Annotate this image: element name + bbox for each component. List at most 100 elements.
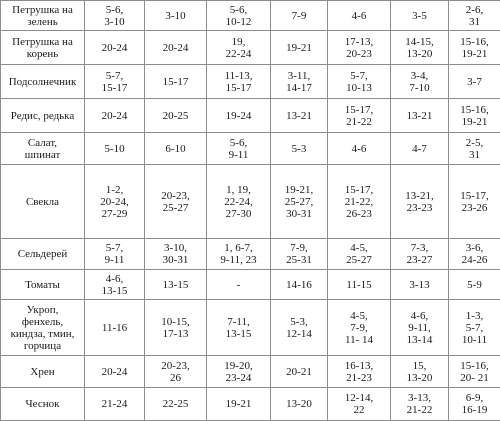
date-range-cell: 15-16, 19-21 — [449, 31, 500, 65]
date-range-cell: 7-9 — [271, 1, 328, 31]
date-range-cell: 15-17, 21-22, 26-23 — [328, 165, 391, 239]
date-range-cell: 20-25 — [145, 99, 207, 133]
date-range-cell: 20-24 — [85, 99, 145, 133]
date-range-cell: 1, 6-7, 9-11, 23 — [207, 239, 271, 270]
date-range-cell: 14-15, 13-20 — [391, 31, 449, 65]
date-range-cell: 20-24 — [85, 356, 145, 388]
date-range-cell: 4-6, 13-15 — [85, 270, 145, 300]
date-range-cell: 4-6 — [328, 1, 391, 31]
crop-name-cell: Чеснок — [1, 388, 85, 421]
date-range-cell: 2-5, 31 — [449, 133, 500, 165]
date-range-cell: 13-21 — [391, 99, 449, 133]
date-range-cell: 14-16 — [271, 270, 328, 300]
date-range-cell: 5-6, 10-12 — [207, 1, 271, 31]
date-range-cell: 19-21 — [207, 388, 271, 421]
date-range-cell: 3-5 — [391, 1, 449, 31]
date-range-cell: 20-24 — [85, 31, 145, 65]
date-range-cell: 4-6, 9-11, 13-14 — [391, 300, 449, 356]
date-range-cell: 11-13, 15-17 — [207, 65, 271, 99]
date-range-cell: 3-11, 14-17 — [271, 65, 328, 99]
date-range-cell: 10-15, 17-13 — [145, 300, 207, 356]
date-range-cell: 22-25 — [145, 388, 207, 421]
date-range-cell: 3-10 — [145, 1, 207, 31]
date-range-cell: 20-23, 25-27 — [145, 165, 207, 239]
date-range-cell: 11-15 — [328, 270, 391, 300]
crop-name-cell: Подсолнечник — [1, 65, 85, 99]
date-range-cell: 7-3, 23-27 — [391, 239, 449, 270]
date-range-cell: - — [207, 270, 271, 300]
date-range-cell: 13-21 — [271, 99, 328, 133]
date-range-cell: 15-16, 19-21 — [449, 99, 500, 133]
date-range-cell: 6-9, 16-19 — [449, 388, 500, 421]
date-range-cell: 3-10, 30-31 — [145, 239, 207, 270]
crop-name-cell: Сельдерей — [1, 239, 85, 270]
date-range-cell: 15, 13-20 — [391, 356, 449, 388]
date-range-cell: 5-7, 10-13 — [328, 65, 391, 99]
date-range-cell: 4-5, 25-27 — [328, 239, 391, 270]
date-range-cell: 5-10 — [85, 133, 145, 165]
crop-name-cell: Хрен — [1, 356, 85, 388]
date-range-cell: 19-21, 25-27, 30-31 — [271, 165, 328, 239]
date-range-cell: 19, 22-24 — [207, 31, 271, 65]
date-range-cell: 6-10 — [145, 133, 207, 165]
date-range-cell: 20-24 — [145, 31, 207, 65]
date-range-cell: 3-6, 24-26 — [449, 239, 500, 270]
date-range-cell: 5-6, 9-11 — [207, 133, 271, 165]
date-range-cell: 11-16 — [85, 300, 145, 356]
date-range-cell: 16-13, 21-23 — [328, 356, 391, 388]
date-range-cell: 19-24 — [207, 99, 271, 133]
date-range-cell: 7-9, 25-31 — [271, 239, 328, 270]
date-range-cell: 13-21, 23-23 — [391, 165, 449, 239]
date-range-cell: 20-23, 26 — [145, 356, 207, 388]
crop-name-cell: Свекла — [1, 165, 85, 239]
date-range-cell: 3-13, 21-22 — [391, 388, 449, 421]
date-range-cell: 17-13, 20-23 — [328, 31, 391, 65]
date-range-cell: 5-3, 12-14 — [271, 300, 328, 356]
date-range-cell: 5-9 — [449, 270, 500, 300]
date-range-cell: 13-15 — [145, 270, 207, 300]
date-range-cell: 20-21 — [271, 356, 328, 388]
date-range-cell: 4-7 — [391, 133, 449, 165]
crop-name-cell: Петрушка на корень — [1, 31, 85, 65]
date-range-cell: 1-3, 5-7, 10-11 — [449, 300, 500, 356]
date-range-cell: 12-14, 22 — [328, 388, 391, 421]
date-range-cell: 3-13 — [391, 270, 449, 300]
date-range-cell: 5-6, 3-10 — [85, 1, 145, 31]
date-range-cell: 5-7, 9-11 — [85, 239, 145, 270]
date-range-cell: 3-4, 7-10 — [391, 65, 449, 99]
date-range-cell: 13-20 — [271, 388, 328, 421]
date-range-cell: 15-17, 23-26 — [449, 165, 500, 239]
date-range-cell: 5-3 — [271, 133, 328, 165]
date-range-cell: 7-11, 13-15 — [207, 300, 271, 356]
date-range-cell: 1-2, 20-24, 27-29 — [85, 165, 145, 239]
date-range-cell: 15-17, 21-22 — [328, 99, 391, 133]
date-range-cell: 5-7, 15-17 — [85, 65, 145, 99]
date-range-cell: 4-6 — [328, 133, 391, 165]
crop-name-cell: Укроп, фенхель, киндза, тмин, горчица — [1, 300, 85, 356]
date-range-cell: 19-21 — [271, 31, 328, 65]
date-range-cell: 3-7 — [449, 65, 500, 99]
date-range-cell: 21-24 — [85, 388, 145, 421]
crop-name-cell: Салат, шпинат — [1, 133, 85, 165]
date-range-cell: 1, 19, 22-24, 27-30 — [207, 165, 271, 239]
date-range-cell: 2-6, 31 — [449, 1, 500, 31]
crop-name-cell: Редис, редька — [1, 99, 85, 133]
date-range-cell: 15-16, 20- 21 — [449, 356, 500, 388]
date-range-cell: 15-17 — [145, 65, 207, 99]
date-range-cell: 19-20, 23-24 — [207, 356, 271, 388]
crop-name-cell: Томаты — [1, 270, 85, 300]
date-range-cell: 4-5, 7-9, 11- 14 — [328, 300, 391, 356]
crop-name-cell: Петрушка на зелень — [1, 1, 85, 31]
